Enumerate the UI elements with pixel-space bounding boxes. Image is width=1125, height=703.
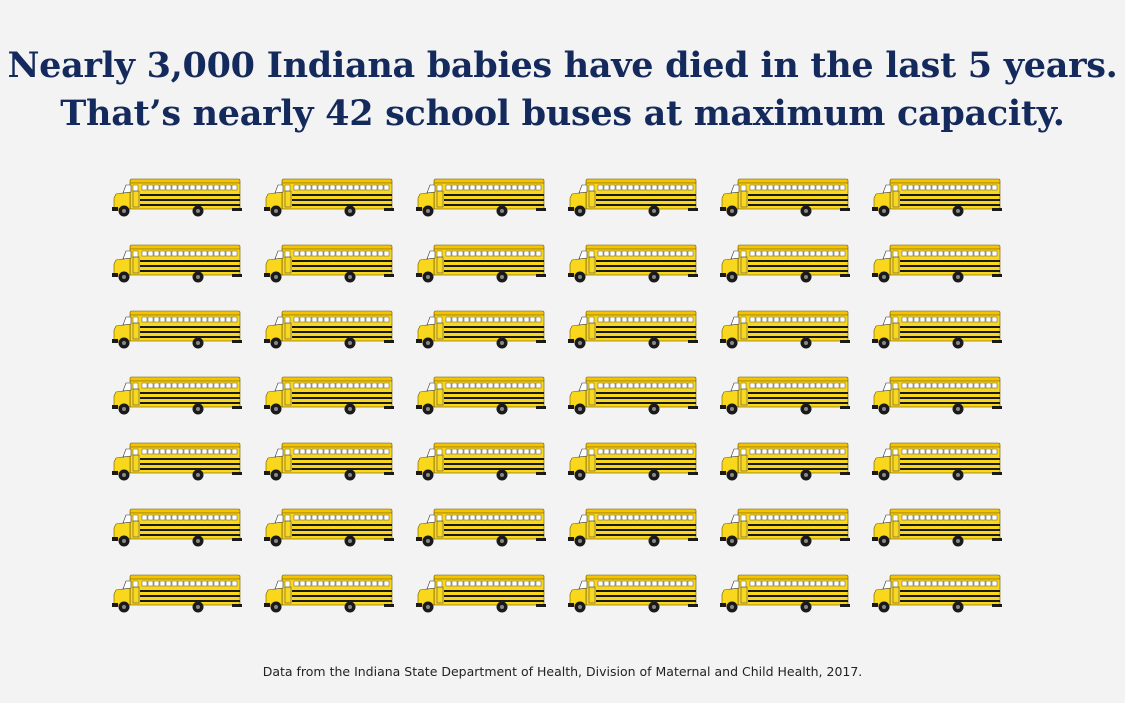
school-bus-icon — [720, 508, 850, 550]
school-bus-icon — [568, 310, 698, 352]
school-bus-icon — [720, 376, 850, 418]
school-bus-icon — [872, 310, 1002, 352]
school-bus-icon — [416, 574, 546, 616]
bus-pictogram-grid — [112, 178, 1012, 618]
school-bus-icon — [112, 310, 242, 352]
school-bus-icon — [720, 574, 850, 616]
school-bus-icon — [872, 376, 1002, 418]
school-bus-icon — [568, 244, 698, 286]
school-bus-icon — [416, 310, 546, 352]
school-bus-icon — [416, 178, 546, 220]
school-bus-icon — [112, 442, 242, 484]
school-bus-icon — [112, 244, 242, 286]
school-bus-icon — [720, 244, 850, 286]
school-bus-icon — [264, 508, 394, 550]
school-bus-icon — [720, 442, 850, 484]
school-bus-icon — [264, 310, 394, 352]
headline-line-2: That’s nearly 42 school buses at maximum… — [60, 93, 1065, 134]
school-bus-icon — [416, 508, 546, 550]
school-bus-icon — [568, 178, 698, 220]
school-bus-icon — [264, 178, 394, 220]
school-bus-icon — [112, 178, 242, 220]
school-bus-icon — [264, 376, 394, 418]
school-bus-icon — [112, 508, 242, 550]
school-bus-icon — [416, 442, 546, 484]
school-bus-icon — [264, 244, 394, 286]
data-source-note: Data from the Indiana State Department o… — [262, 664, 863, 679]
school-bus-icon — [568, 376, 698, 418]
headline: Nearly 3,000 Indiana babies have died in… — [0, 42, 1125, 138]
school-bus-icon — [872, 574, 1002, 616]
headline-line-1: Nearly 3,000 Indiana babies have died in… — [7, 45, 1118, 86]
school-bus-icon — [568, 574, 698, 616]
school-bus-icon — [416, 244, 546, 286]
school-bus-icon — [264, 574, 394, 616]
school-bus-icon — [568, 508, 698, 550]
school-bus-icon — [872, 178, 1002, 220]
school-bus-icon — [872, 244, 1002, 286]
school-bus-icon — [872, 508, 1002, 550]
school-bus-icon — [720, 310, 850, 352]
school-bus-icon — [720, 178, 850, 220]
school-bus-icon — [872, 442, 1002, 484]
school-bus-icon — [264, 442, 394, 484]
school-bus-icon — [112, 376, 242, 418]
school-bus-icon — [112, 574, 242, 616]
school-bus-icon — [416, 376, 546, 418]
school-bus-icon — [568, 442, 698, 484]
